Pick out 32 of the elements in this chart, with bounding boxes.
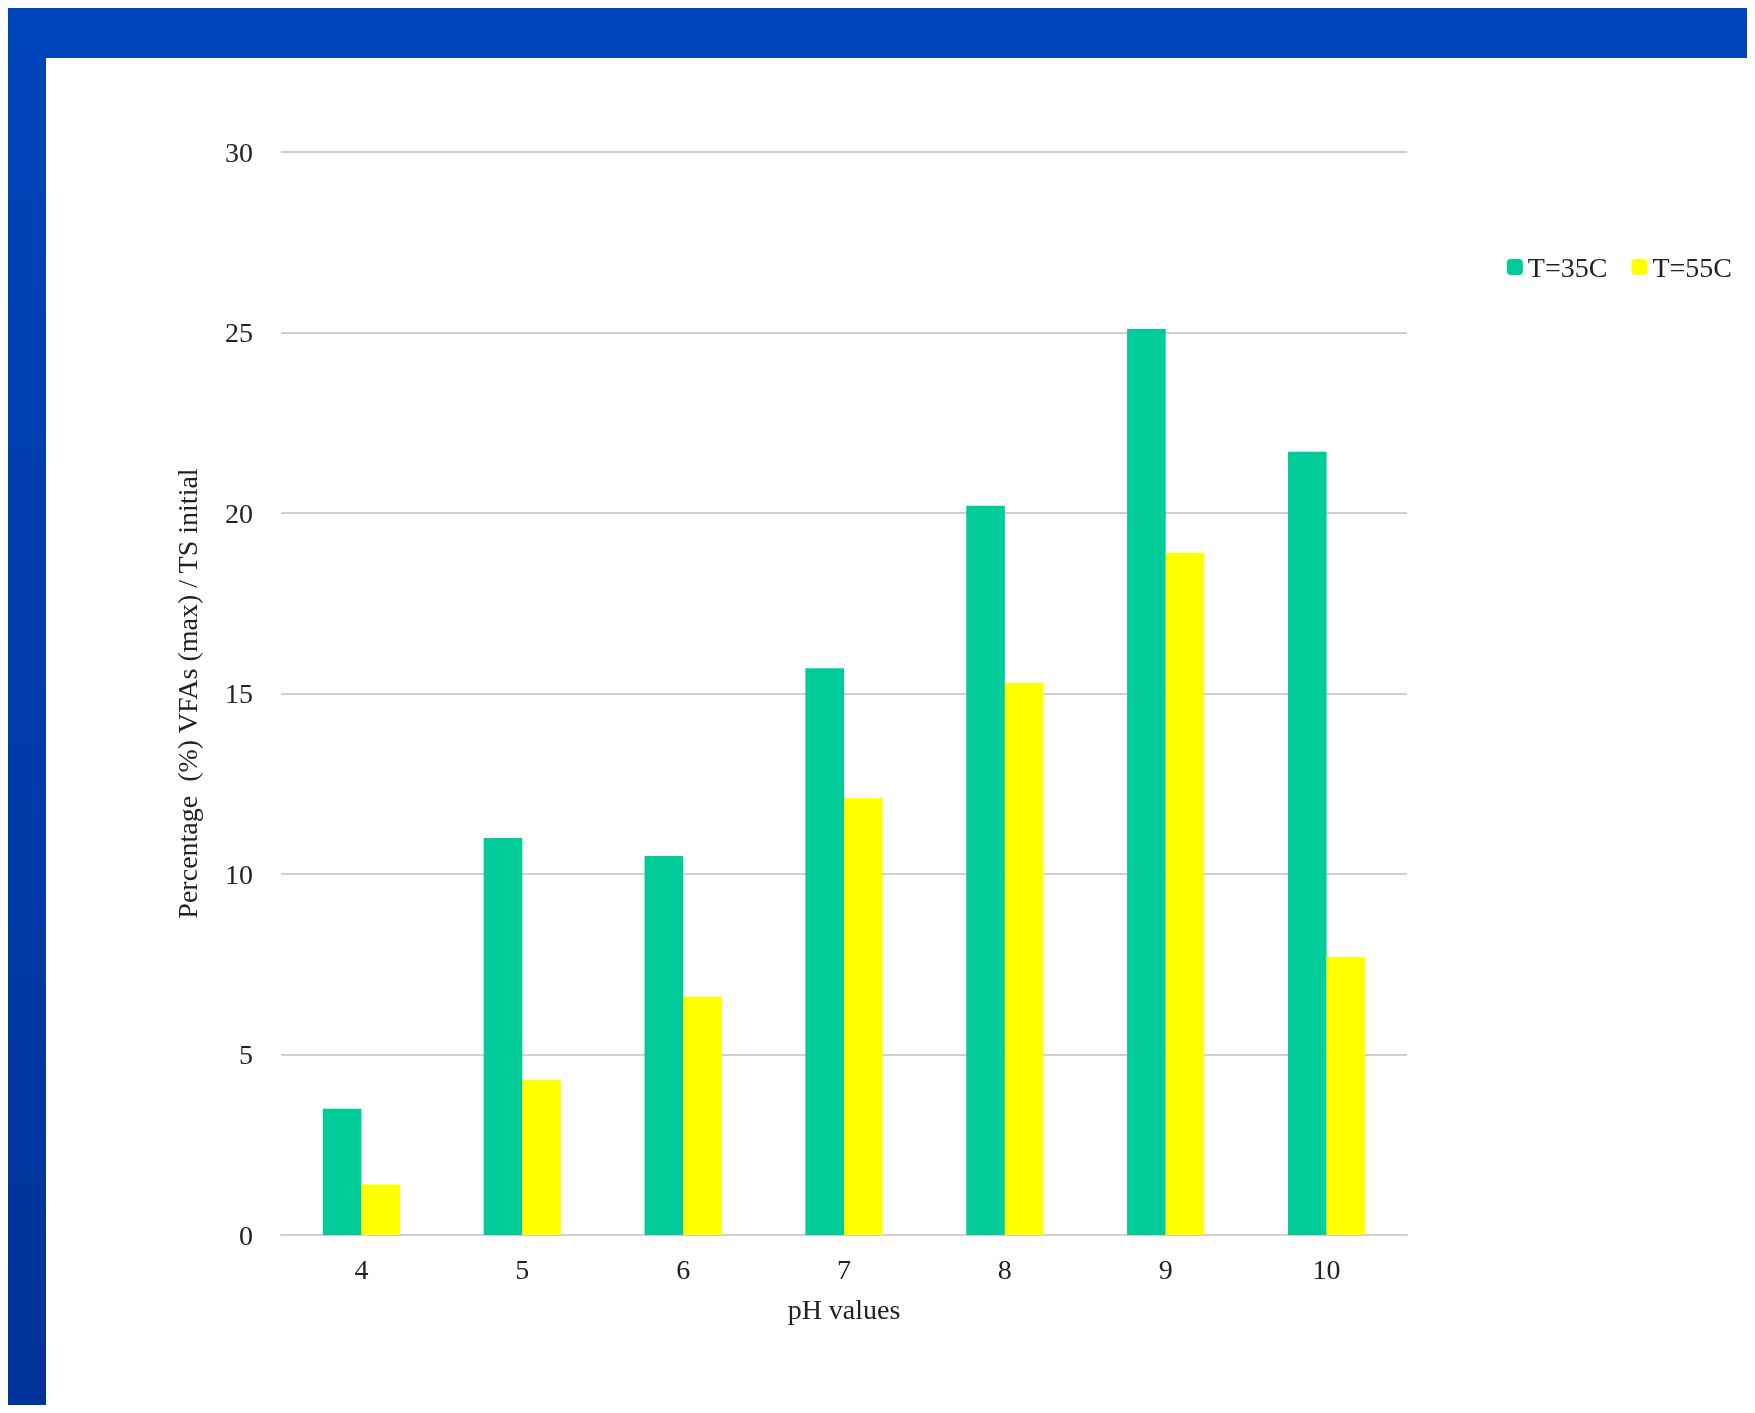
y-tick-label: 25 [225, 317, 253, 348]
x-tick-label: 5 [515, 1253, 530, 1285]
legend-label: T=35C [1527, 251, 1608, 283]
bar [805, 668, 844, 1235]
bar [1326, 957, 1366, 1235]
bar [361, 1184, 401, 1235]
bar [1004, 682, 1044, 1235]
y-axis-title: Percentage (%) VFAs (max) / TS initial [171, 468, 203, 919]
x-tick-label: 9 [1158, 1253, 1173, 1285]
bar [322, 1108, 362, 1235]
x-tick-label: 10 [1312, 1253, 1341, 1285]
bar [1165, 552, 1205, 1235]
x-axis-title: pH values [787, 1293, 901, 1325]
bar [844, 798, 883, 1235]
y-tick-label: 20 [225, 497, 253, 529]
y-tick-label: 15 [225, 678, 253, 709]
y-tick-label: 5 [239, 1039, 253, 1070]
y-tick-label: 30 [225, 136, 253, 168]
bar [483, 837, 523, 1235]
y-tick-label: 0 [239, 1219, 253, 1251]
x-tick-label: 6 [676, 1253, 691, 1285]
bar [522, 1079, 561, 1235]
y-tick-label: 10 [225, 858, 253, 890]
bar [683, 996, 722, 1235]
bar [1127, 328, 1166, 1235]
bar [644, 855, 684, 1235]
bar [966, 505, 1005, 1235]
bar [1287, 451, 1327, 1235]
x-tick-label: 7 [837, 1253, 851, 1285]
x-tick-label: 4 [354, 1253, 369, 1285]
legend-label: T=55C [1652, 251, 1733, 283]
x-tick-label: 8 [997, 1253, 1012, 1285]
